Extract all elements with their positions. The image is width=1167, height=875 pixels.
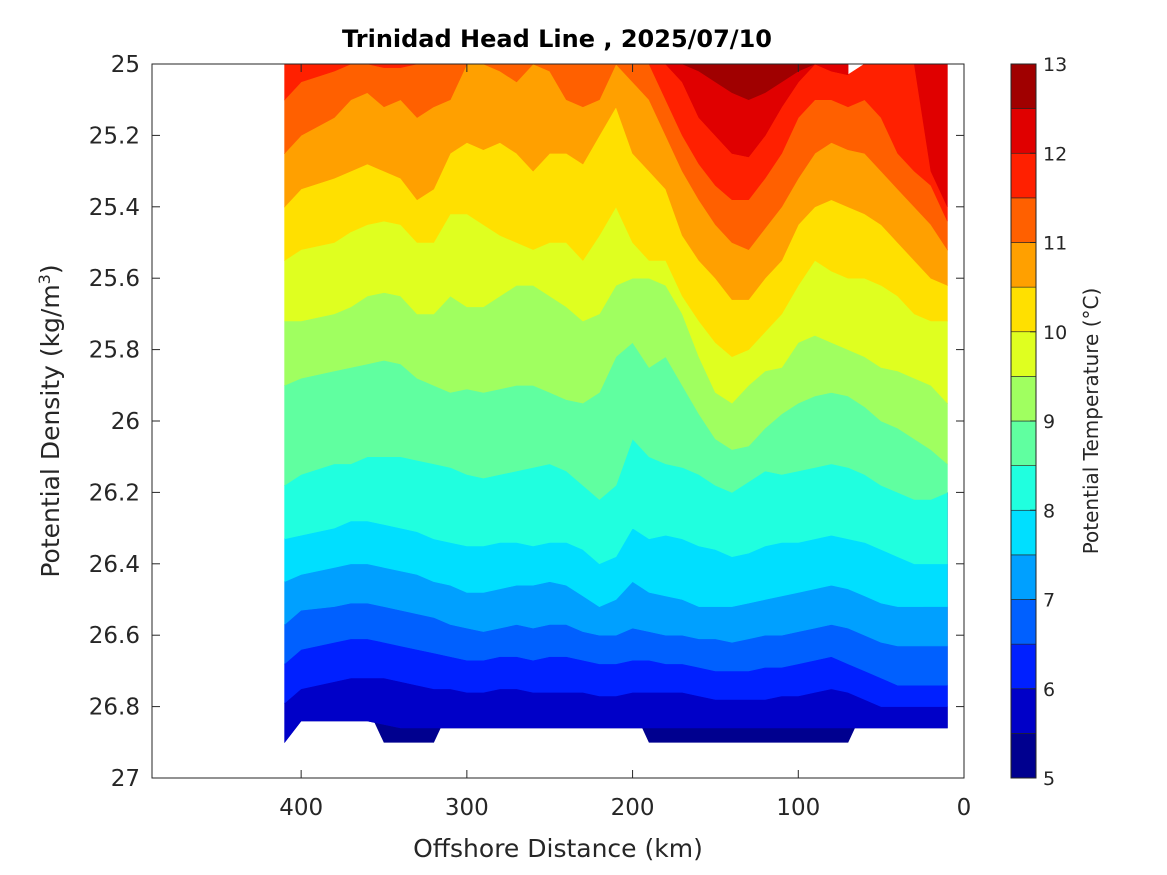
colorbar-tick-label: 5: [1043, 768, 1055, 790]
y-tick-label: 25: [111, 52, 140, 78]
y-axis-label-main: Potential Density (kg/m: [36, 284, 65, 577]
colorbar-segment: [1010, 63, 1037, 109]
contour-band-12.5: [682, 64, 816, 101]
colorbar-tick-label: 9: [1043, 411, 1055, 433]
colorbar-segment: [1010, 420, 1037, 466]
y-tick-label: 26.6: [89, 623, 140, 649]
colorbar-tick-label: 13: [1043, 54, 1067, 76]
contour-fill-layer: [284, 64, 948, 744]
y-axis: 25 25.2 25.4 25.6 25.8 26 26.2 26.4 26.6 26.8 27: [89, 52, 964, 792]
contour-band-12: [665, 64, 849, 158]
colorbar-segment: [1010, 599, 1037, 645]
colorbar-segment: [1010, 242, 1037, 288]
colorbar-segment: [1010, 733, 1037, 779]
colorbar-segment: [1010, 509, 1037, 556]
colorbar-segment: [1010, 108, 1037, 154]
colorbar-tick-label: 10: [1043, 322, 1067, 344]
colorbar-tick-label: 6: [1043, 679, 1055, 701]
colorbar-segment: [1010, 331, 1037, 377]
x-tick-label: 0: [957, 795, 972, 821]
colorbar-segment: [1010, 554, 1037, 600]
y-tick-label: 26: [111, 409, 140, 435]
x-tick-label: 300: [445, 795, 489, 821]
x-tick-label: 100: [776, 795, 820, 821]
x-tick-label: 200: [611, 795, 655, 821]
x-axis: 400 300 200 100 0: [279, 64, 971, 821]
y-tick-label: 25.8: [89, 338, 140, 364]
y-tick-label: 25.4: [89, 195, 140, 221]
colorbar-tick-label: 12: [1043, 143, 1067, 165]
colorbar: [1010, 63, 1037, 779]
x-tick-label: 400: [279, 795, 323, 821]
colorbar-segment: [1010, 376, 1037, 422]
y-tick-label: 27: [111, 766, 140, 792]
colorbar-segment: [1010, 197, 1037, 243]
y-axis-label-close: ): [36, 264, 65, 274]
colorbar-segment: [1010, 688, 1037, 734]
y-axis-label-superscript: 3: [35, 274, 54, 284]
y-tick-label: 26.4: [89, 552, 140, 578]
colorbar-tick-label: 7: [1043, 590, 1055, 612]
x-axis-label: Offshore Distance (km): [413, 834, 703, 863]
y-tick-label: 26.2: [89, 480, 140, 506]
y-tick-label: 25.2: [89, 123, 140, 149]
y-axis-label: Potential Density (kg/m3): [35, 264, 65, 577]
colorbar-ticks: 5 6 7 8 9 10 11 12 13: [1030, 54, 1067, 790]
colorbar-label: Potential Temperature (°C): [1079, 288, 1103, 555]
colorbar-segment: [1010, 465, 1037, 511]
chart-title: Trinidad Head Line , 2025/07/10: [342, 25, 772, 53]
y-tick-label: 25.6: [89, 266, 140, 292]
y-tick-label: 26.8: [89, 695, 140, 721]
colorbar-segment: [1010, 286, 1037, 333]
colorbar-tick-label: 8: [1043, 500, 1055, 522]
colorbar-tick-label: 11: [1043, 233, 1067, 255]
colorbar-segment: [1010, 643, 1037, 690]
colorbar-segment: [1010, 152, 1037, 199]
